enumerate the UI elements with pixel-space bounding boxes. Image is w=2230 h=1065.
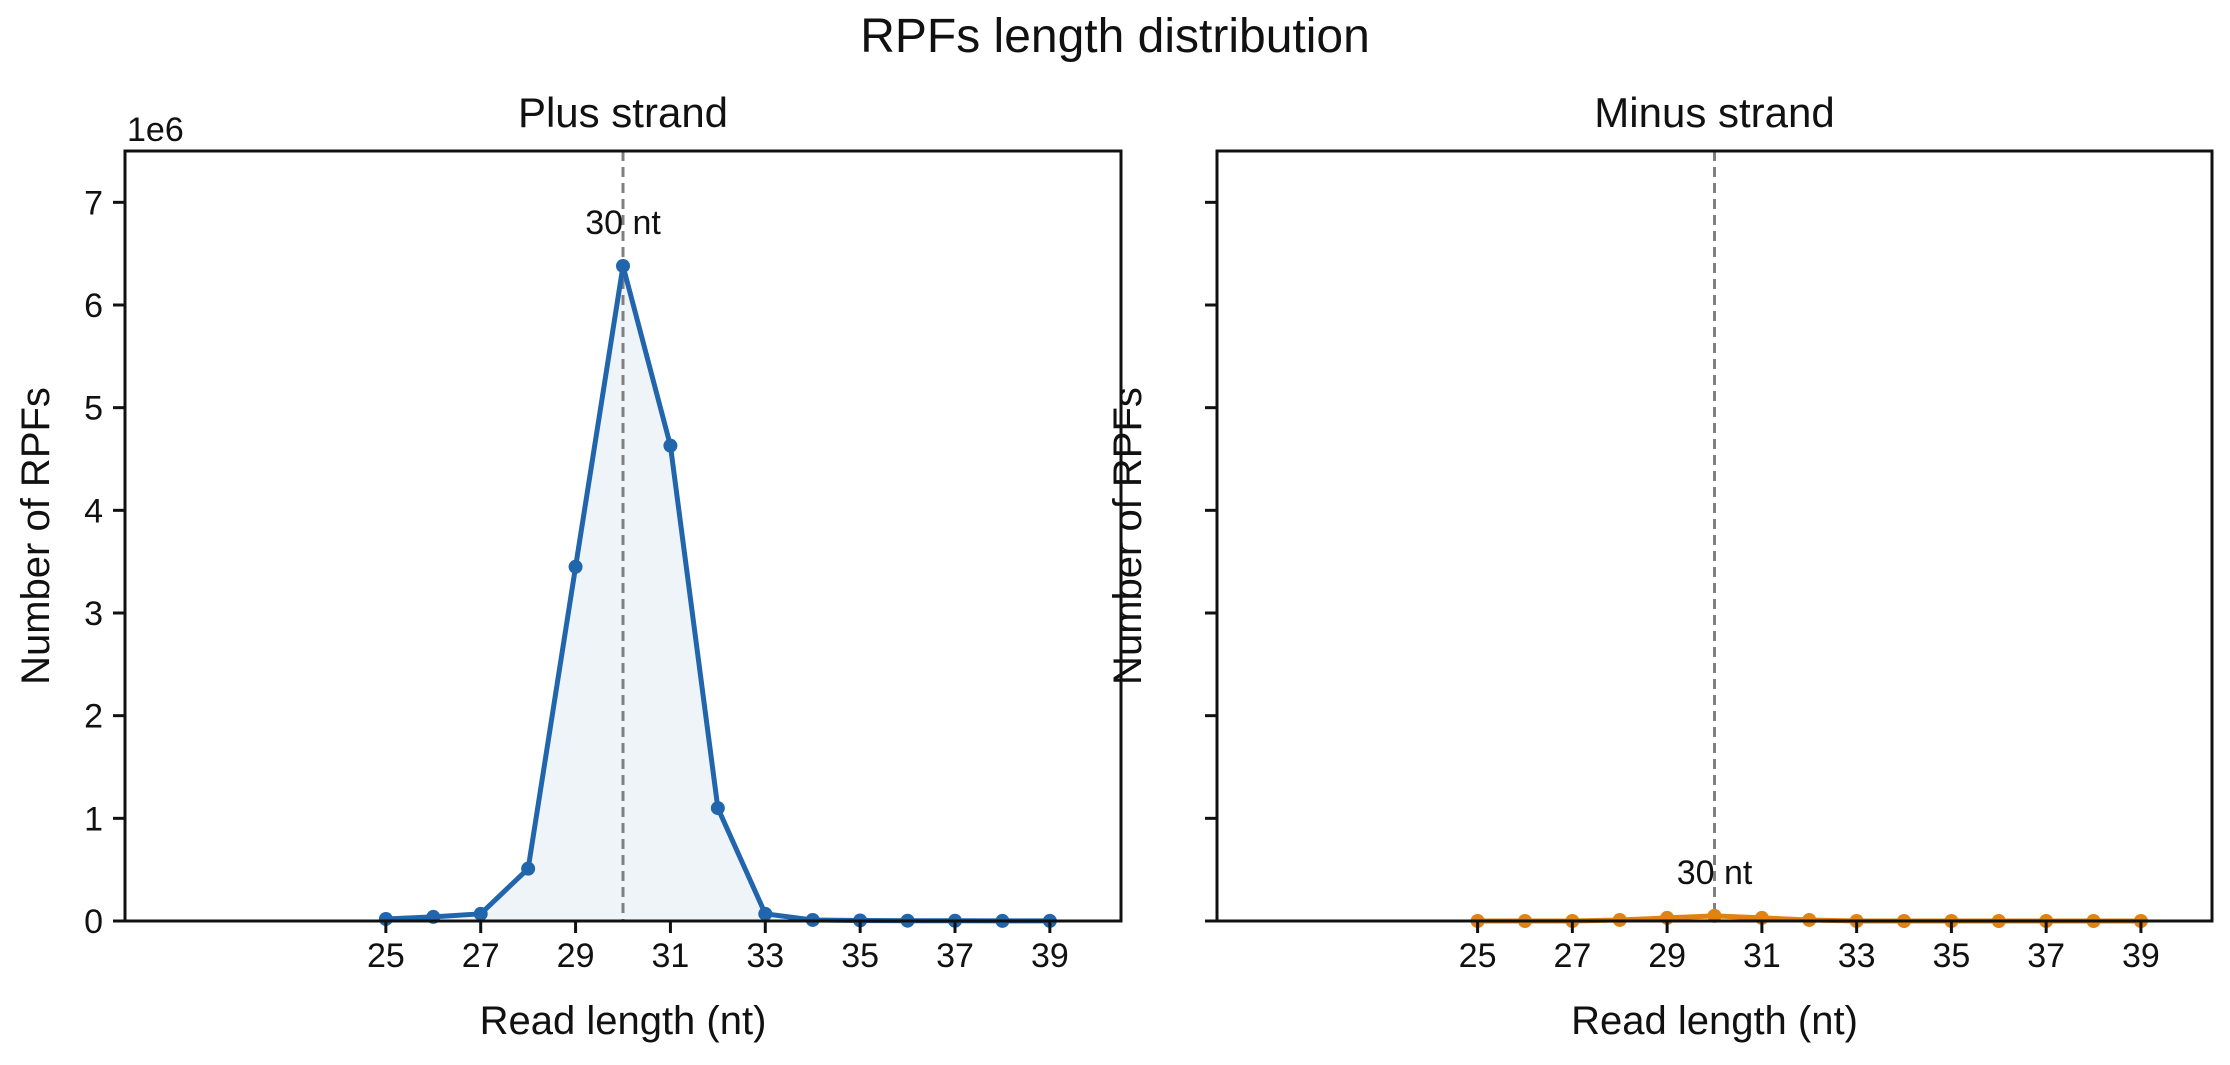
peak-label: 30 nt	[585, 204, 661, 242]
x-tick-label: 33	[1838, 937, 1876, 975]
x-axis-label: Read length (nt)	[480, 999, 767, 1043]
x-tick-label: 29	[1648, 937, 1686, 975]
x-tick-label: 27	[1553, 937, 1591, 975]
figure-title: RPFs length distribution	[860, 10, 1370, 63]
x-tick-label: 31	[1743, 937, 1781, 975]
x-tick-label: 37	[936, 937, 974, 975]
peak-label: 30 nt	[1677, 854, 1753, 892]
series-fill	[385, 265, 1050, 921]
data-point	[663, 438, 678, 453]
plot-frame	[1215, 149, 2214, 923]
x-tick-label: 25	[367, 937, 405, 975]
plot-frame	[123, 149, 1123, 923]
data-point	[710, 801, 725, 816]
y-tick-label: 5	[84, 390, 103, 428]
x-tick-label: 39	[1031, 937, 1069, 975]
x-tick-label: 37	[2027, 937, 2065, 975]
data-point	[616, 258, 630, 273]
x-tick-label: 29	[557, 937, 595, 975]
x-tick-label: 35	[1932, 937, 1970, 975]
x-tick-label: 33	[746, 937, 784, 975]
panel-title: Plus strand	[518, 89, 728, 136]
y-tick-label: 2	[84, 698, 103, 736]
x-tick-label: 35	[841, 937, 879, 975]
chart-panel-1: Plus strand 30 nt 25 27 29 31 33 35 37 39 0 1 2 3 4 5 6 7…	[14, 89, 1123, 1043]
x-tick-label: 31	[652, 937, 690, 975]
chart-panel-2: Minus strand 30 nt 25 27 29 31 33 35 37 39 Read le…	[1106, 89, 2214, 1043]
y-scale-label: 1e6	[127, 111, 184, 149]
y-tick-label: 4	[84, 492, 103, 530]
x-tick-label: 39	[2122, 937, 2160, 975]
x-axis-label: Read length (nt)	[1571, 999, 1858, 1043]
data-point	[1707, 908, 1722, 923]
data-point	[568, 559, 583, 574]
y-tick-label: 3	[84, 595, 103, 633]
y-tick-label: 1	[84, 800, 103, 838]
data-point	[473, 906, 488, 921]
data-point	[758, 906, 773, 921]
panel-title: Minus strand	[1594, 89, 1834, 136]
y-axis-label: Number of RPFs	[1106, 387, 1150, 685]
data-point	[521, 861, 536, 876]
y-tick-label: 7	[84, 184, 103, 222]
y-axis-label: Number of RPFs	[14, 387, 58, 685]
x-tick-label: 25	[1459, 937, 1497, 975]
x-tick-label: 27	[462, 937, 500, 975]
y-tick-label: 0	[84, 903, 103, 941]
y-tick-label: 6	[84, 287, 103, 325]
